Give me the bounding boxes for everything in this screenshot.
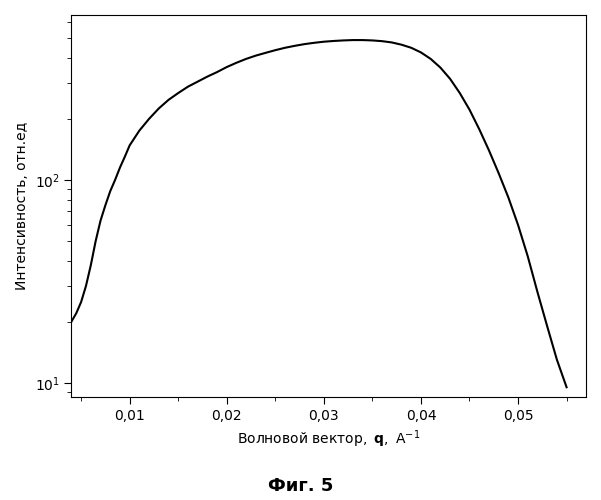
Text: Фиг. 5: Фиг. 5 (268, 477, 333, 495)
Y-axis label: Интенсивность, отн.ед: Интенсивность, отн.ед (15, 122, 29, 290)
X-axis label: $\sf{Волновой\ вектор,\ \mathbf{q},\ A^{-1}}$: $\sf{Волновой\ вектор,\ \mathbf{q},\ A^{… (237, 428, 420, 450)
